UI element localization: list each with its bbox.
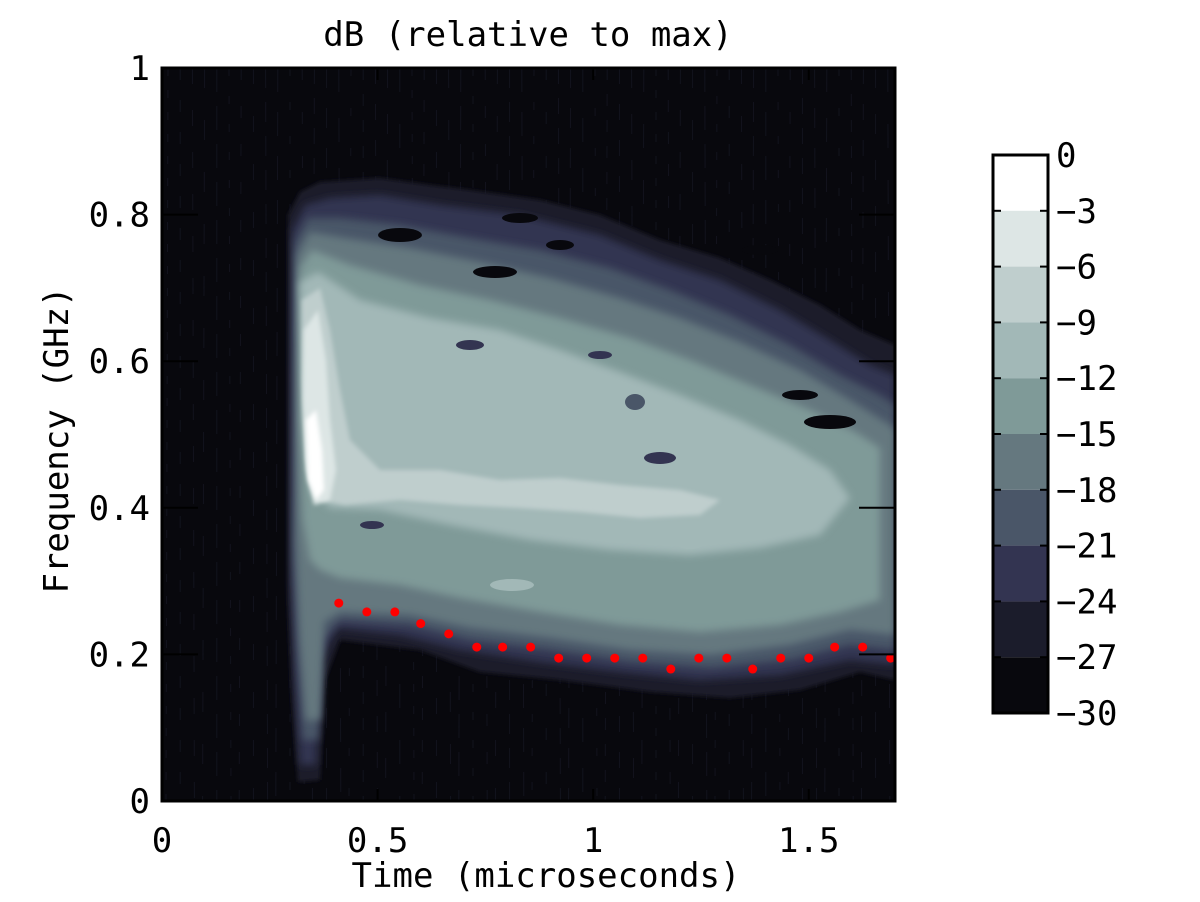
noise-streak bbox=[202, 68, 206, 801]
contour-hole bbox=[378, 228, 422, 242]
marker-point bbox=[610, 653, 620, 663]
noise-streak bbox=[228, 68, 232, 801]
contour-level-6 bbox=[302, 288, 720, 518]
contour-hole bbox=[546, 240, 574, 250]
marker-point bbox=[804, 653, 814, 663]
x-tick-label: 1.5 bbox=[778, 821, 839, 861]
colorbar-tick-label: −27 bbox=[1056, 638, 1117, 678]
y-tick-label: 0.6 bbox=[89, 342, 150, 382]
y-tick-label: 1 bbox=[130, 49, 150, 89]
x-tick-label: 0 bbox=[152, 821, 172, 861]
contour-hole bbox=[804, 415, 856, 429]
y-tick-label: 0.2 bbox=[89, 635, 150, 675]
colorbar-segment bbox=[993, 434, 1048, 490]
marker-point bbox=[416, 619, 426, 629]
marker-point bbox=[362, 607, 372, 617]
x-tick-label: 1 bbox=[583, 821, 603, 861]
plot-frame bbox=[160, 66, 897, 803]
colorbar-segment bbox=[993, 545, 1048, 602]
marker-point bbox=[554, 653, 564, 663]
marker-point bbox=[748, 664, 758, 674]
plot-area bbox=[162, 68, 895, 801]
y-axis-label: Frequency (GHz) bbox=[37, 286, 77, 593]
marker-point bbox=[498, 642, 508, 652]
marker-point bbox=[638, 653, 648, 663]
contour-hole bbox=[490, 579, 534, 591]
colorbar-segment bbox=[993, 155, 1048, 211]
marker-point bbox=[390, 607, 400, 617]
y-tick-label: 0.4 bbox=[89, 489, 150, 529]
contour-holes bbox=[360, 213, 856, 591]
marker-point bbox=[830, 642, 840, 652]
colorbar-tick-label: −21 bbox=[1056, 527, 1117, 567]
marker-point bbox=[582, 653, 592, 663]
colorbar-tick-label: −15 bbox=[1056, 415, 1117, 455]
contour-hole bbox=[473, 266, 517, 278]
noise-streak bbox=[887, 68, 891, 801]
marker-point bbox=[334, 598, 344, 608]
y-tick-label: 0 bbox=[130, 782, 150, 822]
colorbar: 0 −3 −6 −9 −12 −15 −18 −21 −24 −27 −30 bbox=[991, 136, 1117, 734]
x-axis: 0 0.5 1 1.5 bbox=[152, 68, 839, 861]
contour-hole bbox=[625, 394, 645, 410]
marker-series bbox=[334, 598, 895, 674]
y-tick-label: 0.8 bbox=[89, 196, 150, 236]
x-axis-label: Time (microseconds) bbox=[352, 856, 741, 896]
colorbar-tick-label: 0 bbox=[1056, 136, 1076, 176]
marker-point bbox=[444, 629, 454, 639]
colorbar-tick-label: −6 bbox=[1056, 248, 1097, 288]
contour-hole bbox=[742, 245, 778, 255]
colorbar-segment bbox=[993, 210, 1048, 267]
y-axis: 0 0.2 0.4 0.6 0.8 1 bbox=[89, 49, 895, 822]
marker-point bbox=[694, 653, 704, 663]
marker-point bbox=[886, 653, 895, 663]
contour-hole bbox=[782, 390, 818, 400]
noise-streak bbox=[484, 68, 488, 801]
marker-point bbox=[526, 642, 536, 652]
marker-point bbox=[722, 653, 732, 663]
colorbar-segment bbox=[993, 378, 1048, 434]
noise-streak bbox=[275, 68, 279, 801]
noise-streak bbox=[641, 68, 645, 801]
x-tick-label: 0.5 bbox=[347, 821, 408, 861]
colorbar-tick-label: −3 bbox=[1056, 192, 1097, 232]
contour-hole bbox=[456, 340, 484, 350]
marker-point bbox=[472, 642, 482, 652]
colorbar-segment bbox=[993, 601, 1048, 658]
contour-hole bbox=[588, 351, 612, 359]
colorbar-tick-label: −18 bbox=[1056, 471, 1117, 511]
spectrogram-field bbox=[288, 178, 895, 782]
contour-hole bbox=[502, 213, 538, 223]
contour-hole bbox=[360, 521, 384, 529]
colorbar-tick-label: −24 bbox=[1056, 582, 1117, 622]
contour-level-0 bbox=[306, 410, 324, 500]
colorbar-segment bbox=[993, 322, 1048, 379]
noise-streak bbox=[421, 68, 425, 801]
contour-hole bbox=[644, 452, 676, 464]
noise-streak bbox=[238, 68, 242, 801]
contour-hole bbox=[678, 541, 702, 549]
noise-streak bbox=[385, 68, 389, 801]
colorbar-tick-label: −30 bbox=[1056, 694, 1117, 734]
colorbar-tick-label: −12 bbox=[1056, 359, 1117, 399]
colorbar-tick-label: −9 bbox=[1056, 303, 1097, 343]
chart-title: dB (relative to max) bbox=[323, 15, 732, 55]
marker-point bbox=[858, 642, 868, 652]
colorbar-segment bbox=[993, 266, 1048, 323]
colorbar-segment bbox=[993, 657, 1048, 713]
marker-point bbox=[666, 664, 676, 674]
marker-point bbox=[776, 653, 786, 663]
colorbar-segment bbox=[993, 489, 1048, 546]
